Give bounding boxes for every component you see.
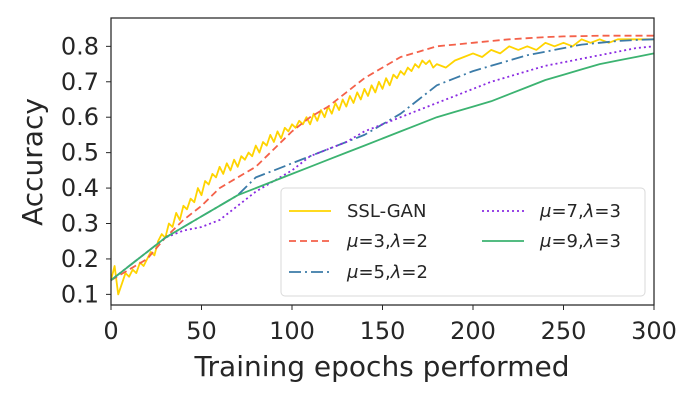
x-axis: 0 50 100 150 200 250 300 [103, 305, 677, 345]
legend-label-3: μ=5,λ=2 [346, 262, 428, 283]
y-axis-label: Accuracy [16, 98, 49, 226]
x-tick-label: 150 [360, 317, 406, 345]
series-layer [110, 34, 655, 296]
x-axis-label: Training epochs performed [194, 350, 570, 383]
y-tick-label: 0.3 [61, 210, 99, 238]
legend: SSL-GAN μ=3,λ=2 μ=5,λ=2 μ=7,λ=3 μ=9,λ=3 [280, 187, 646, 297]
y-tick-label: 0.7 [61, 68, 99, 96]
x-tick-label: 250 [541, 317, 587, 345]
y-tick-label: 0.4 [61, 174, 99, 202]
y-tick-label: 0.2 [61, 245, 99, 273]
x-tick-label: 300 [631, 317, 677, 345]
legend-label-1: SSL-GAN [347, 201, 426, 222]
series-line-2 [110, 34, 654, 281]
x-tick-label: 0 [103, 317, 118, 345]
y-tick-label: 0.8 [61, 32, 99, 60]
y-tick-label: 0.1 [61, 280, 99, 308]
y-axis: 0.1 0.2 0.3 0.4 0.5 0.6 0.7 0.8 [61, 32, 111, 308]
legend-label-5: μ=9,λ=3 [539, 231, 621, 252]
x-tick-label: 50 [186, 317, 217, 345]
y-tick-label: 0.5 [61, 139, 99, 167]
x-tick-label: 200 [450, 317, 496, 345]
series-line-4 [110, 45, 655, 281]
legend-label-4: μ=7,λ=3 [539, 201, 621, 222]
series-line-1 [110, 38, 654, 296]
legend-label-2: μ=3,λ=2 [346, 231, 428, 252]
y-tick-label: 0.6 [61, 103, 99, 131]
x-tick-label: 100 [269, 317, 315, 345]
series-line-5 [110, 52, 655, 281]
legend-box [280, 187, 646, 297]
